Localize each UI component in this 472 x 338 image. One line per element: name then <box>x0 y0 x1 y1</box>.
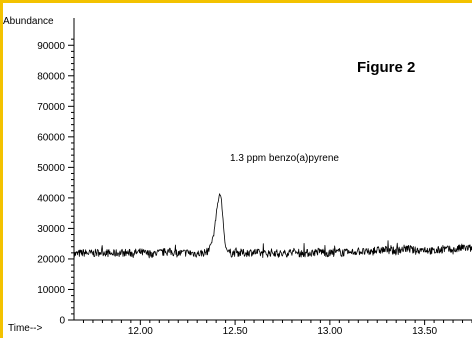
y-tick-label: 60000 <box>37 132 65 143</box>
y-tick-label: 70000 <box>37 102 65 113</box>
y-tick-label: 10000 <box>37 285 65 296</box>
series-layer <box>73 193 472 259</box>
x-axis-ticks: 12.00 12.50 13.00 13.50 <box>82 320 472 337</box>
figure-label: Figure 2 <box>357 59 415 76</box>
y-axis-title: Abundance <box>3 16 54 27</box>
y-tick-label: 30000 <box>37 224 65 235</box>
peak-annotation: 1.3 ppm benzo(a)pyrene <box>230 153 339 164</box>
y-tick-label: 20000 <box>37 254 65 265</box>
series-line <box>73 193 472 259</box>
y-tick-label: 50000 <box>37 163 65 174</box>
y-tick-label: 80000 <box>37 71 65 82</box>
x-tick-label: 12.00 <box>128 326 153 337</box>
x-tick-label: 13.00 <box>317 326 342 337</box>
x-axis-title: Time--> <box>8 323 43 334</box>
x-tick-label: 12.50 <box>223 326 248 337</box>
y-axis-ticks: 0 10000 20000 30000 40000 50000 60000 70000 8000… <box>37 38 74 327</box>
y-tick-label: 90000 <box>37 41 65 52</box>
x-tick-label: 13.50 <box>412 326 437 337</box>
frame-accent-left <box>0 0 3 338</box>
frame-accent-top <box>0 0 472 3</box>
y-tick-label: 0 <box>59 316 65 327</box>
y-tick-label: 40000 <box>37 193 65 204</box>
